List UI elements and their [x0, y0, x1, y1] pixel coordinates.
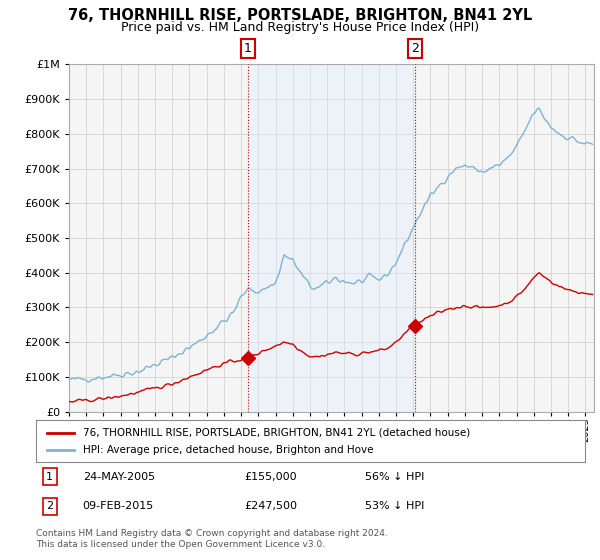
- Text: 2: 2: [411, 42, 419, 55]
- Text: 76, THORNHILL RISE, PORTSLADE, BRIGHTON, BN41 2YL: 76, THORNHILL RISE, PORTSLADE, BRIGHTON,…: [68, 8, 532, 24]
- Text: £247,500: £247,500: [245, 501, 298, 511]
- Text: 24-MAY-2005: 24-MAY-2005: [83, 472, 155, 482]
- Text: Contains HM Land Registry data © Crown copyright and database right 2024.
This d: Contains HM Land Registry data © Crown c…: [36, 529, 388, 549]
- Text: 53% ↓ HPI: 53% ↓ HPI: [365, 501, 425, 511]
- Text: HPI: Average price, detached house, Brighton and Hove: HPI: Average price, detached house, Brig…: [83, 445, 373, 455]
- Text: 1: 1: [46, 472, 53, 482]
- Bar: [248, 64, 415, 412]
- Text: 56% ↓ HPI: 56% ↓ HPI: [365, 472, 425, 482]
- Text: 76, THORNHILL RISE, PORTSLADE, BRIGHTON, BN41 2YL (detached house): 76, THORNHILL RISE, PORTSLADE, BRIGHTON,…: [83, 428, 470, 437]
- Text: 1: 1: [244, 42, 251, 55]
- Text: 2: 2: [46, 501, 53, 511]
- Text: 09-FEB-2015: 09-FEB-2015: [83, 501, 154, 511]
- Text: £155,000: £155,000: [245, 472, 297, 482]
- Text: Price paid vs. HM Land Registry's House Price Index (HPI): Price paid vs. HM Land Registry's House …: [121, 21, 479, 34]
